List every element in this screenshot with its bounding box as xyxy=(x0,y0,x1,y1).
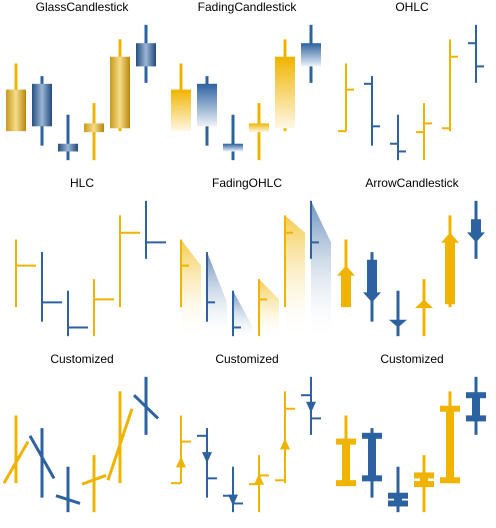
arrow-body xyxy=(389,319,407,328)
open-cap xyxy=(440,477,460,484)
panel-title: GlassCandlestick xyxy=(36,0,130,14)
fading-area xyxy=(259,279,279,341)
candle-body xyxy=(58,143,78,152)
candle-body xyxy=(394,495,402,504)
panel-title: Customized xyxy=(380,352,443,366)
candle-body xyxy=(32,83,52,127)
open-cap xyxy=(388,492,408,499)
candle-body xyxy=(110,56,130,129)
candle-body xyxy=(249,123,269,133)
fading-area xyxy=(233,290,253,341)
direction-arrow xyxy=(280,438,290,450)
candle-body xyxy=(472,395,480,419)
arrow-body xyxy=(415,299,433,309)
candle-body xyxy=(275,56,295,129)
arrow-body xyxy=(337,265,355,308)
arrow-body xyxy=(363,259,381,303)
candle-body xyxy=(6,89,26,132)
open-close-line xyxy=(28,435,56,480)
direction-arrow xyxy=(176,456,186,468)
panel-title: ArrowCandlestick xyxy=(365,176,459,190)
close-cap xyxy=(362,475,382,482)
candle-body xyxy=(301,43,321,67)
panel-title: FadingOHLC xyxy=(212,176,282,190)
close-cap xyxy=(440,405,460,412)
direction-arrow xyxy=(228,494,238,506)
open-cap xyxy=(336,480,356,487)
direction-arrow xyxy=(306,401,316,413)
open-close-line xyxy=(132,394,160,420)
direction-arrow xyxy=(254,473,264,485)
candle-body xyxy=(197,83,217,127)
close-cap xyxy=(388,500,408,507)
candle-body xyxy=(136,43,156,67)
fading-area xyxy=(285,215,305,341)
direction-arrow xyxy=(202,452,212,464)
fading-area xyxy=(207,252,227,341)
open-close-line xyxy=(106,408,134,481)
candle-body xyxy=(223,143,243,152)
open-cap xyxy=(466,392,486,399)
open-close-line xyxy=(2,440,30,484)
candle-body xyxy=(171,89,191,132)
fading-area xyxy=(311,200,331,341)
candle-body xyxy=(84,123,104,133)
panel-title: OHLC xyxy=(395,0,429,14)
open-close-line xyxy=(81,474,107,486)
panel-title: HLC xyxy=(70,176,94,190)
close-cap xyxy=(336,438,356,445)
panel-title: Customized xyxy=(50,352,113,366)
candle-body xyxy=(446,408,454,481)
open-close-line xyxy=(55,494,81,505)
candle-body xyxy=(420,475,428,485)
candle-body xyxy=(342,441,350,484)
open-cap xyxy=(414,481,434,488)
arrow-body xyxy=(467,219,485,243)
fading-area xyxy=(181,239,201,341)
candle-body xyxy=(368,435,376,479)
close-cap xyxy=(466,415,486,422)
close-cap xyxy=(414,472,434,479)
arrow-body xyxy=(441,232,459,305)
open-cap xyxy=(362,432,382,439)
panel-title: FadingCandlestick xyxy=(198,0,298,14)
panel-title: Customized xyxy=(215,352,278,366)
